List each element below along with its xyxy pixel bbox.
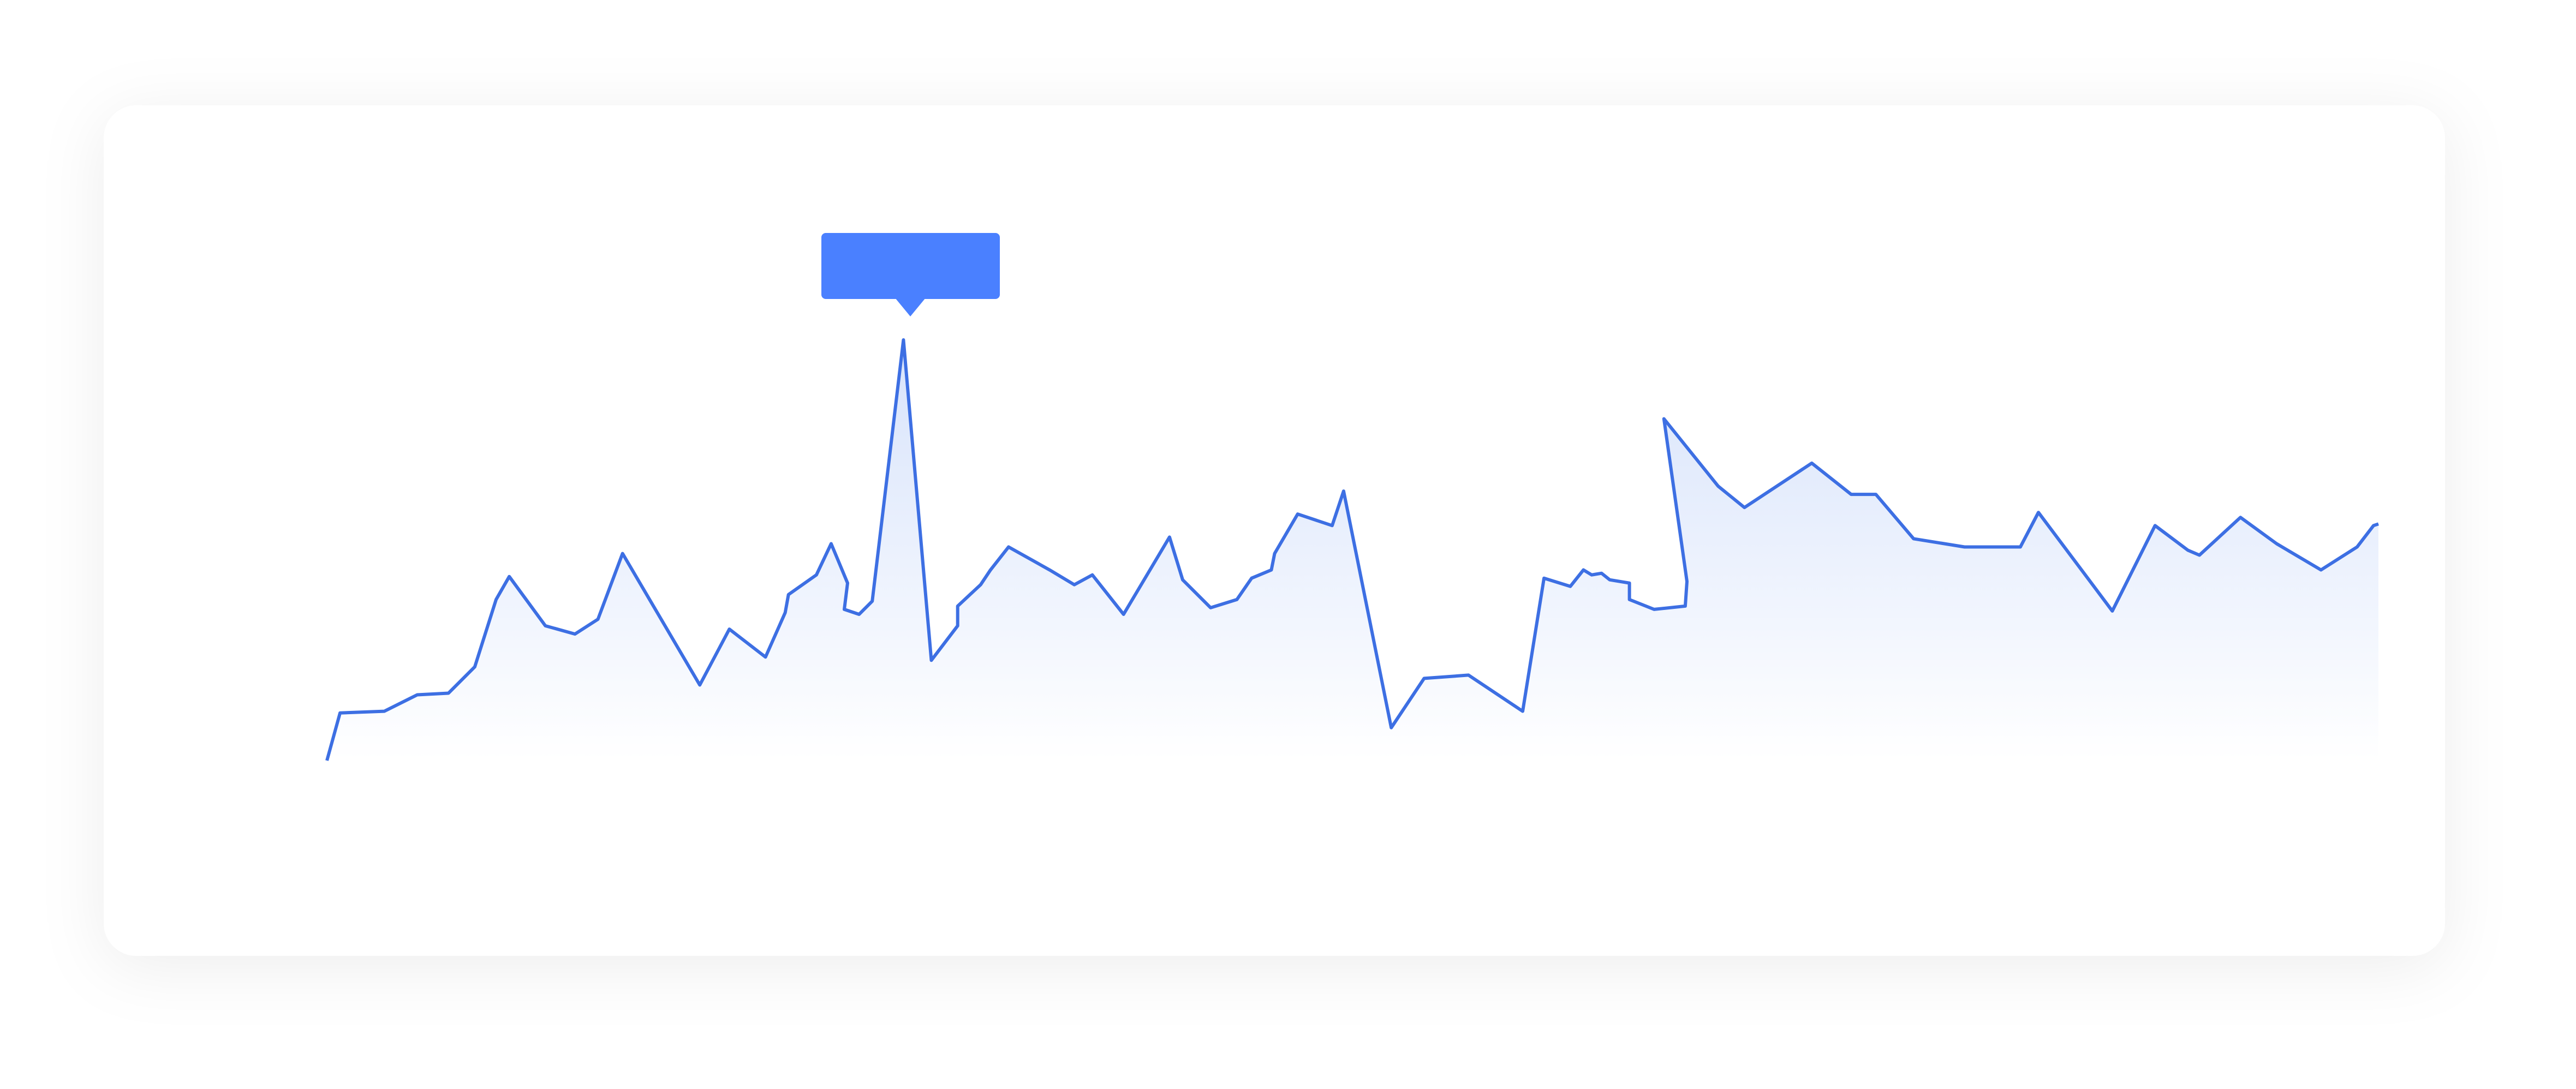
area — [327, 340, 2378, 761]
tooltip — [821, 233, 1000, 316]
tooltip-pointer — [895, 298, 926, 316]
card — [104, 105, 2445, 956]
tooltip-box — [821, 233, 1000, 299]
line — [325, 338, 2379, 761]
